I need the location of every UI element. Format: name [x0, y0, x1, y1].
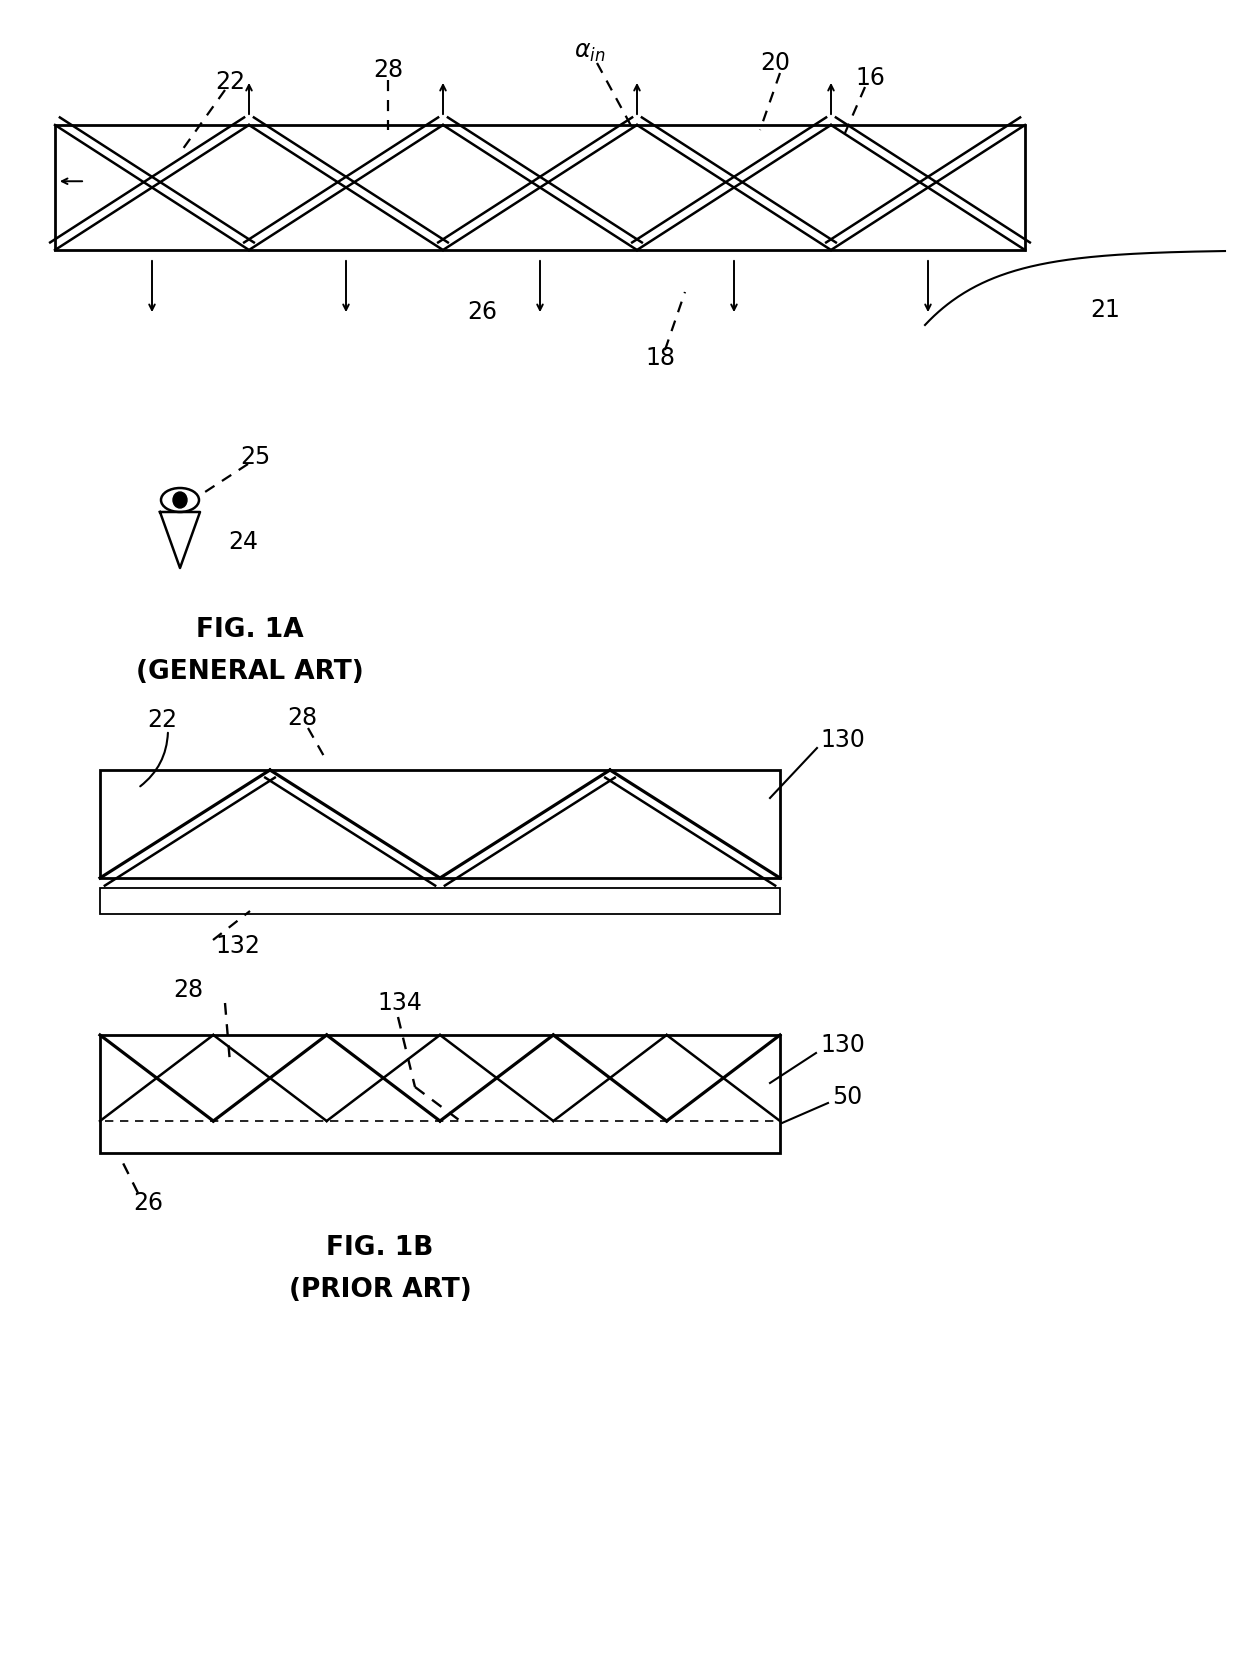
Text: $\alpha_{in}$: $\alpha_{in}$ [574, 40, 606, 63]
Text: (GENERAL ART): (GENERAL ART) [136, 660, 363, 685]
Ellipse shape [161, 488, 198, 511]
Text: FIG. 1B: FIG. 1B [326, 1235, 434, 1261]
Text: 20: 20 [760, 52, 790, 75]
Text: (PRIOR ART): (PRIOR ART) [289, 1278, 471, 1303]
Text: 28: 28 [172, 978, 203, 1001]
Bar [100, 770, 780, 878]
Bar [100, 888, 780, 915]
Text: 28: 28 [286, 706, 317, 730]
Text: 130: 130 [820, 1033, 864, 1056]
Text: 18: 18 [645, 347, 675, 370]
Text: 28: 28 [373, 58, 403, 82]
Text: 25: 25 [239, 445, 270, 470]
Ellipse shape [174, 491, 187, 508]
Text: 26: 26 [467, 300, 497, 323]
Text: 50: 50 [832, 1085, 862, 1110]
Text: 21: 21 [1090, 298, 1120, 322]
Text: 132: 132 [215, 935, 260, 958]
Text: 22: 22 [148, 708, 177, 731]
Text: 26: 26 [133, 1191, 162, 1215]
Text: 16: 16 [856, 67, 885, 90]
Text: 22: 22 [215, 70, 246, 93]
Text: 130: 130 [820, 728, 864, 751]
Text: 24: 24 [228, 530, 258, 555]
Bar [100, 1035, 780, 1153]
Bar [55, 125, 1025, 250]
Text: FIG. 1A: FIG. 1A [196, 616, 304, 643]
Text: 134: 134 [377, 991, 423, 1015]
